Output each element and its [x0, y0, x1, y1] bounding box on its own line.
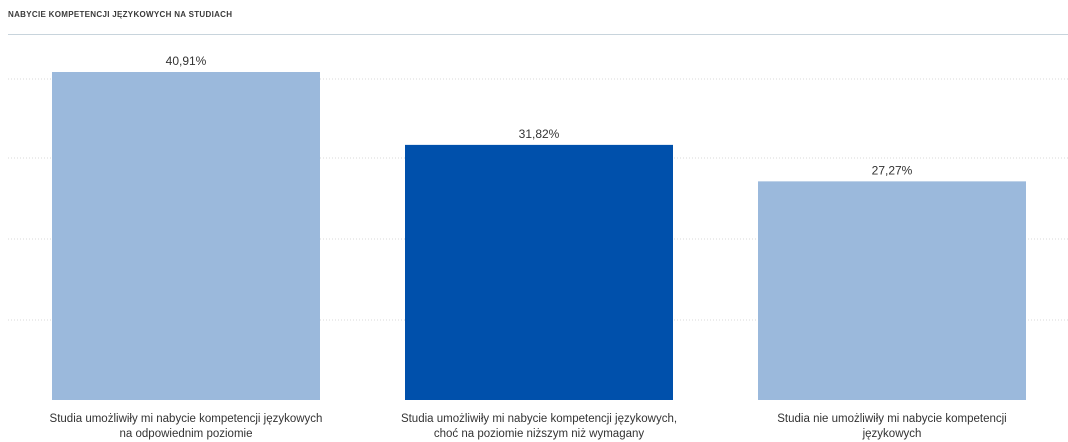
category-label: Studia nie umożliwiły mi nabycie kompete…	[777, 413, 1006, 425]
category-label: językowych	[862, 428, 922, 440]
category-label: Studia umożliwiły mi nabycie kompetencji…	[401, 413, 677, 425]
chart-title: NABYCIE KOMPETENCJI JĘZYKOWYCH NA STUDIA…	[8, 10, 233, 19]
category-label: na odpowiednim poziomie	[120, 428, 253, 440]
category-label: Studia umożliwiły mi nabycie kompetencji…	[50, 413, 323, 425]
data-label: 31,82%	[519, 127, 560, 141]
data-label: 27,27%	[872, 163, 913, 177]
category-labels: Studia umożliwiły mi nabycie kompetencji…	[50, 413, 1007, 440]
data-label: 40,91%	[166, 54, 207, 68]
value-labels: 40,91% 31,82% 27,27%	[166, 54, 913, 177]
title-divider	[8, 34, 1068, 35]
category-label: choć na poziomie niższym niż wymagany	[434, 428, 645, 440]
bar[interactable]	[758, 181, 1026, 400]
bars	[52, 72, 1026, 400]
bar[interactable]	[405, 144, 673, 400]
bar[interactable]	[52, 72, 320, 400]
